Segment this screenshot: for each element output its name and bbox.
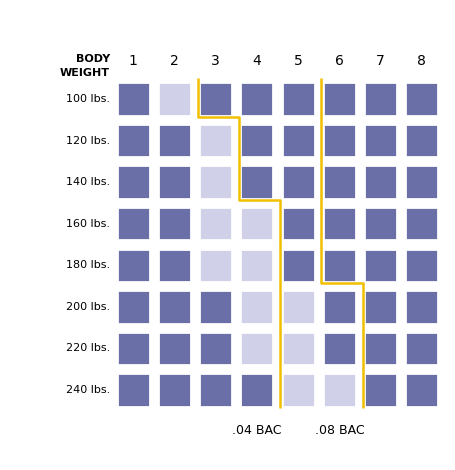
FancyBboxPatch shape xyxy=(323,374,356,407)
FancyBboxPatch shape xyxy=(199,82,232,116)
FancyBboxPatch shape xyxy=(158,124,191,157)
FancyBboxPatch shape xyxy=(323,249,356,282)
FancyBboxPatch shape xyxy=(405,249,438,282)
FancyBboxPatch shape xyxy=(364,332,397,365)
FancyBboxPatch shape xyxy=(282,290,315,323)
FancyBboxPatch shape xyxy=(364,290,397,323)
Text: WEIGHT: WEIGHT xyxy=(60,68,110,78)
FancyBboxPatch shape xyxy=(364,82,397,116)
FancyBboxPatch shape xyxy=(282,124,315,157)
Text: 140 lbs.: 140 lbs. xyxy=(66,177,110,187)
FancyBboxPatch shape xyxy=(364,124,397,157)
FancyBboxPatch shape xyxy=(405,290,438,323)
Text: 6: 6 xyxy=(335,54,344,68)
FancyBboxPatch shape xyxy=(199,249,232,282)
Text: 3: 3 xyxy=(212,54,220,68)
FancyBboxPatch shape xyxy=(158,249,191,282)
FancyBboxPatch shape xyxy=(117,332,150,365)
FancyBboxPatch shape xyxy=(158,332,191,365)
Text: 220 lbs.: 220 lbs. xyxy=(66,344,110,353)
FancyBboxPatch shape xyxy=(117,207,150,240)
FancyBboxPatch shape xyxy=(199,207,232,240)
FancyBboxPatch shape xyxy=(364,249,397,282)
FancyBboxPatch shape xyxy=(199,290,232,323)
FancyBboxPatch shape xyxy=(282,332,315,365)
FancyBboxPatch shape xyxy=(117,82,150,116)
Text: 2: 2 xyxy=(170,54,179,68)
FancyBboxPatch shape xyxy=(282,82,315,116)
Text: 100 lbs.: 100 lbs. xyxy=(66,94,110,104)
FancyBboxPatch shape xyxy=(405,207,438,240)
FancyBboxPatch shape xyxy=(405,165,438,199)
Text: 5: 5 xyxy=(294,54,303,68)
FancyBboxPatch shape xyxy=(241,82,273,116)
FancyBboxPatch shape xyxy=(199,165,232,199)
FancyBboxPatch shape xyxy=(323,207,356,240)
Text: BODY: BODY xyxy=(76,54,110,64)
Text: 200 lbs.: 200 lbs. xyxy=(66,302,110,312)
FancyBboxPatch shape xyxy=(323,332,356,365)
FancyBboxPatch shape xyxy=(405,82,438,116)
Text: 4: 4 xyxy=(253,54,261,68)
FancyBboxPatch shape xyxy=(158,82,191,116)
FancyBboxPatch shape xyxy=(117,374,150,407)
FancyBboxPatch shape xyxy=(405,374,438,407)
FancyBboxPatch shape xyxy=(158,207,191,240)
FancyBboxPatch shape xyxy=(117,249,150,282)
Text: 8: 8 xyxy=(417,54,426,68)
Text: .08 BAC: .08 BAC xyxy=(314,424,364,438)
FancyBboxPatch shape xyxy=(199,374,232,407)
FancyBboxPatch shape xyxy=(117,124,150,157)
FancyBboxPatch shape xyxy=(323,124,356,157)
FancyBboxPatch shape xyxy=(241,374,273,407)
FancyBboxPatch shape xyxy=(364,207,397,240)
Text: 160 lbs.: 160 lbs. xyxy=(66,219,110,229)
FancyBboxPatch shape xyxy=(282,207,315,240)
FancyBboxPatch shape xyxy=(241,124,273,157)
Text: 180 lbs.: 180 lbs. xyxy=(66,260,110,270)
FancyBboxPatch shape xyxy=(241,165,273,199)
FancyBboxPatch shape xyxy=(241,249,273,282)
FancyBboxPatch shape xyxy=(158,290,191,323)
FancyBboxPatch shape xyxy=(282,165,315,199)
FancyBboxPatch shape xyxy=(282,374,315,407)
FancyBboxPatch shape xyxy=(158,165,191,199)
FancyBboxPatch shape xyxy=(241,207,273,240)
FancyBboxPatch shape xyxy=(405,332,438,365)
FancyBboxPatch shape xyxy=(117,165,150,199)
FancyBboxPatch shape xyxy=(199,124,232,157)
Text: 7: 7 xyxy=(376,54,385,68)
FancyBboxPatch shape xyxy=(241,290,273,323)
Text: 240 lbs.: 240 lbs. xyxy=(66,385,110,395)
FancyBboxPatch shape xyxy=(199,332,232,365)
FancyBboxPatch shape xyxy=(323,82,356,116)
FancyBboxPatch shape xyxy=(117,290,150,323)
FancyBboxPatch shape xyxy=(241,332,273,365)
Text: .04 BAC: .04 BAC xyxy=(232,424,282,438)
Text: 120 lbs.: 120 lbs. xyxy=(66,135,110,146)
FancyBboxPatch shape xyxy=(158,374,191,407)
FancyBboxPatch shape xyxy=(323,290,356,323)
Text: Number Of Drinks Per Hour: Number Of Drinks Per Hour xyxy=(89,11,366,29)
Text: 1: 1 xyxy=(129,54,138,68)
FancyBboxPatch shape xyxy=(364,374,397,407)
FancyBboxPatch shape xyxy=(282,249,315,282)
FancyBboxPatch shape xyxy=(364,165,397,199)
FancyBboxPatch shape xyxy=(405,124,438,157)
FancyBboxPatch shape xyxy=(323,165,356,199)
